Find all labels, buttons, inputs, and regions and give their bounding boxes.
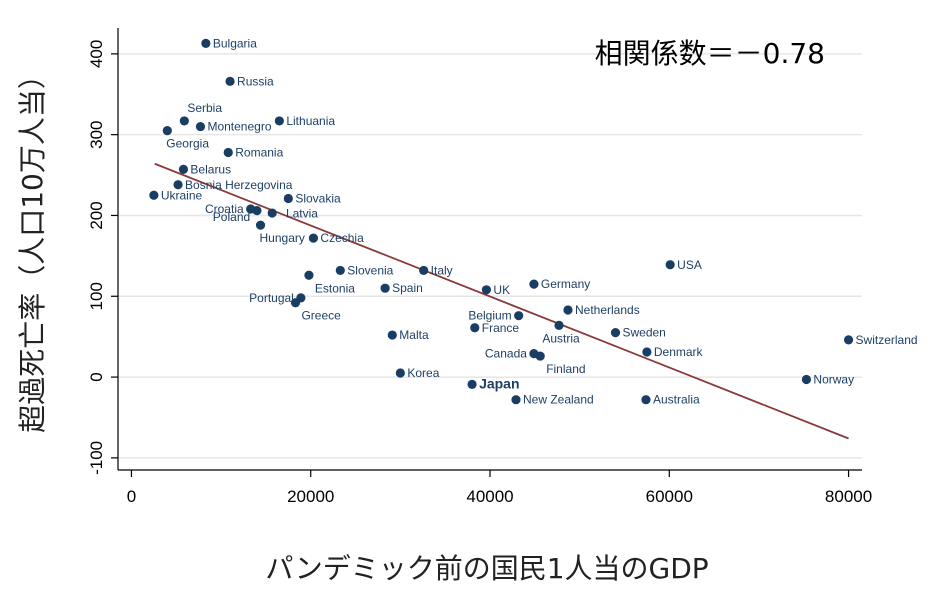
data-point bbox=[195, 121, 206, 132]
data-point bbox=[179, 116, 189, 126]
data-point bbox=[267, 208, 277, 218]
point-label: Austria bbox=[542, 331, 580, 345]
axes bbox=[117, 28, 862, 471]
data-point bbox=[481, 285, 492, 295]
data-point bbox=[395, 368, 405, 378]
point-label: Ukraine bbox=[161, 188, 203, 202]
point-label: New Zealand bbox=[523, 393, 594, 407]
data-point bbox=[467, 379, 477, 389]
point-label: Switzerland bbox=[856, 333, 918, 347]
data-point bbox=[801, 374, 812, 385]
point-label: Denmark bbox=[654, 345, 704, 359]
data-point bbox=[419, 265, 429, 276]
point-label: Hungary bbox=[260, 231, 305, 245]
data-point bbox=[563, 305, 573, 315]
data-point bbox=[380, 283, 390, 293]
point-label: USA bbox=[677, 258, 702, 272]
point-label: Georgia bbox=[166, 137, 209, 151]
y-axis-title: 超過死亡率（人口10万人当） bbox=[16, 61, 49, 433]
data-point bbox=[252, 206, 262, 216]
data-point bbox=[387, 330, 397, 340]
point-label: Slovenia bbox=[347, 263, 393, 277]
point-label: Belgium bbox=[468, 309, 511, 323]
point-label: Finland bbox=[546, 362, 585, 376]
point-label: Portugal bbox=[249, 291, 294, 305]
data-point bbox=[511, 395, 521, 405]
point-label: Spain bbox=[392, 281, 423, 295]
data-point bbox=[283, 193, 293, 204]
point-label: Italy bbox=[431, 263, 453, 277]
point-labels: Bulgaria Russia Serbia Lithuania Montenegro G… bbox=[161, 36, 918, 406]
y-tick-label: 0 bbox=[87, 372, 106, 381]
point-label: Belarus bbox=[190, 162, 231, 176]
point-label: Sweden bbox=[622, 326, 665, 340]
data-point bbox=[162, 126, 172, 136]
data-point bbox=[514, 311, 524, 321]
y-tick-label: 300 bbox=[87, 120, 106, 148]
point-label: Serbia bbox=[187, 101, 222, 115]
data-point bbox=[149, 190, 159, 200]
x-tick-label: 80000 bbox=[825, 487, 872, 506]
point-label: Bulgaria bbox=[213, 36, 257, 50]
point-label: France bbox=[482, 321, 520, 335]
point-label: Slovakia bbox=[295, 191, 341, 205]
point-label: Greece bbox=[301, 309, 341, 323]
y-tick-label: 400 bbox=[87, 40, 106, 68]
point-label: Korea bbox=[407, 366, 439, 380]
y-tick-label: 200 bbox=[87, 201, 106, 229]
point-label: Czechia bbox=[320, 231, 364, 245]
point-label: Norway bbox=[813, 372, 854, 386]
point-label: Russia bbox=[237, 74, 274, 88]
data-point bbox=[335, 265, 345, 276]
data-point bbox=[610, 328, 621, 338]
data-point bbox=[225, 76, 235, 86]
data-point bbox=[201, 38, 211, 48]
point-label: Japan bbox=[479, 375, 519, 391]
data-point bbox=[470, 323, 480, 333]
point-label: Montenegro bbox=[207, 120, 271, 134]
x-tick-label: 0 bbox=[127, 487, 136, 506]
data-point bbox=[274, 116, 284, 126]
data-points bbox=[149, 38, 854, 405]
y-tick-label: -100 bbox=[87, 441, 106, 475]
ticks: -100 0 100 200 300 400 0 20000 40000 60000 80000 bbox=[87, 40, 872, 506]
data-point bbox=[843, 335, 854, 345]
data-point bbox=[304, 270, 314, 280]
point-label: Malta bbox=[399, 328, 429, 342]
data-point bbox=[178, 164, 189, 175]
data-point bbox=[529, 279, 539, 289]
data-point bbox=[290, 298, 301, 308]
data-point bbox=[642, 347, 652, 357]
point-label: Estonia bbox=[315, 281, 355, 295]
data-point bbox=[554, 320, 564, 330]
point-label: Australia bbox=[653, 393, 700, 407]
data-point bbox=[665, 260, 675, 270]
x-tick-label: 40000 bbox=[466, 487, 513, 506]
point-label: Poland bbox=[213, 210, 250, 224]
x-tick-label: 20000 bbox=[287, 487, 334, 506]
x-tick-label: 60000 bbox=[646, 487, 693, 506]
point-label: Bosnia Herzegovina bbox=[185, 178, 293, 192]
data-point bbox=[641, 395, 651, 405]
data-point bbox=[308, 233, 319, 243]
point-label: Netherlands bbox=[575, 303, 640, 317]
point-label: Germany bbox=[541, 277, 590, 291]
y-tick-label: 100 bbox=[87, 282, 106, 310]
correlation-annotation: 相関係数＝－0.78 bbox=[595, 37, 825, 70]
data-point bbox=[173, 180, 183, 190]
data-point bbox=[535, 351, 545, 361]
x-axis-title: パンデミック前の国民1人当のGDP bbox=[265, 552, 708, 585]
data-point bbox=[223, 147, 233, 158]
gridlines bbox=[118, 53, 862, 459]
point-label: Latvia bbox=[286, 207, 318, 221]
data-point bbox=[255, 220, 266, 230]
point-label: Canada bbox=[485, 347, 527, 361]
point-label: Romania bbox=[235, 145, 283, 159]
point-label: Lithuania bbox=[286, 114, 335, 128]
point-label: Croatia bbox=[205, 202, 244, 216]
point-label: UK bbox=[493, 283, 510, 297]
